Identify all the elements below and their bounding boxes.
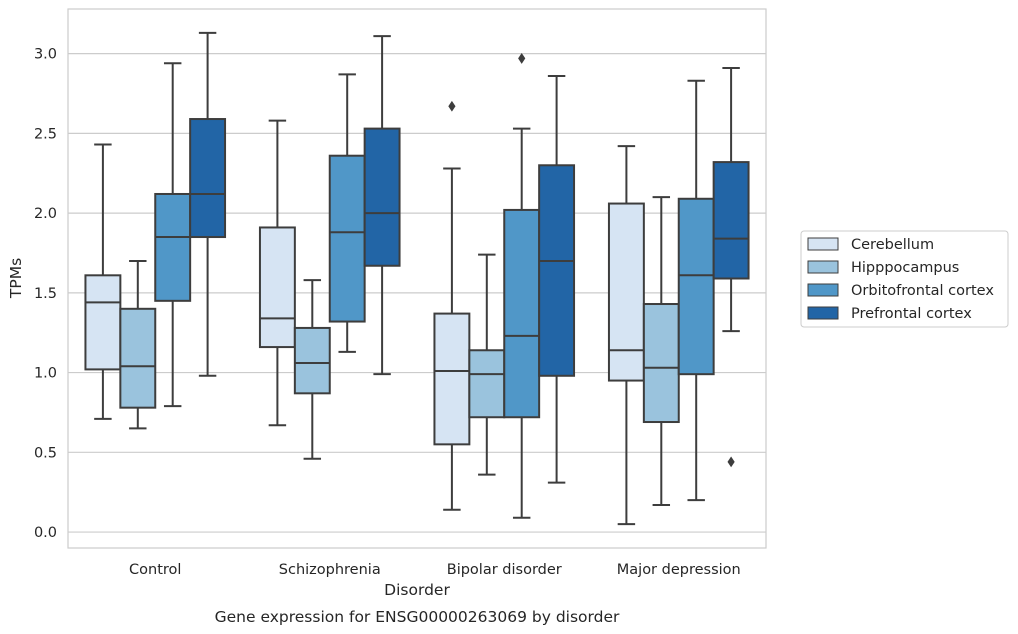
box-body bbox=[607, 202, 645, 382]
x-tick-label: Bipolar disorder bbox=[447, 562, 562, 578]
legend-swatch bbox=[807, 237, 839, 251]
box-body bbox=[154, 192, 192, 302]
box-body bbox=[468, 349, 506, 419]
box-2-3 bbox=[468, 253, 506, 476]
figure-caption: Gene expression for ENSG00000263069 by d… bbox=[215, 608, 620, 626]
box-body bbox=[677, 197, 715, 376]
boxes bbox=[84, 31, 750, 526]
box-body bbox=[363, 127, 401, 267]
x-axis-title: Disorder bbox=[384, 581, 450, 599]
box-3-4 bbox=[677, 79, 715, 502]
box-1-4 bbox=[607, 145, 645, 526]
legend-label: Orbitofrontal cortex bbox=[851, 283, 994, 299]
flier-point bbox=[448, 100, 456, 112]
flier-point bbox=[518, 53, 526, 64]
box-body bbox=[712, 161, 750, 280]
box-body bbox=[538, 164, 576, 377]
box-body bbox=[84, 274, 122, 371]
legend-swatch bbox=[807, 306, 839, 320]
x-tick-label: Major depression bbox=[617, 562, 741, 578]
y-tick-label: 2.5 bbox=[34, 126, 57, 142]
legend-label: Hipppocampus bbox=[851, 260, 959, 276]
plot-frame bbox=[67, 8, 767, 549]
box-4-1 bbox=[189, 31, 227, 377]
legend-swatch bbox=[807, 283, 839, 297]
box-body bbox=[258, 226, 296, 349]
box-body bbox=[328, 154, 366, 323]
y-axis-title: TPMs bbox=[7, 258, 25, 299]
box-4-2 bbox=[363, 35, 401, 376]
box-body bbox=[503, 208, 541, 419]
legend-swatch bbox=[807, 260, 839, 274]
legend-label: Prefrontal cortex bbox=[851, 306, 972, 322]
box-1-2 bbox=[258, 119, 296, 427]
box-3-3 bbox=[503, 53, 541, 519]
box-3-1 bbox=[154, 62, 192, 408]
box-3-2 bbox=[328, 73, 366, 353]
box-body bbox=[189, 118, 227, 239]
box-4-4 bbox=[712, 67, 750, 468]
box-4-3 bbox=[538, 74, 576, 484]
y-axis-ticks: 0.0 0.5 1.0 1.5 2.0 2.5 3.0 bbox=[34, 47, 57, 541]
y-tick-label: 0.0 bbox=[34, 525, 57, 541]
box-body bbox=[433, 312, 471, 446]
box-2-4 bbox=[642, 196, 680, 506]
box-body bbox=[293, 326, 331, 395]
y-tick-label: 2.0 bbox=[34, 206, 57, 222]
box-2-2 bbox=[293, 279, 331, 460]
box-body bbox=[119, 307, 157, 409]
y-tick-label: 1.0 bbox=[34, 366, 57, 382]
legend: Cerebellum Hipppocampus Orbitofrontal cort… bbox=[800, 230, 1009, 328]
legend-label: Cerebellum bbox=[851, 237, 934, 253]
x-axis-ticks: Control Schizophrenia Bipolar disorder Majo… bbox=[129, 562, 741, 578]
flier-point bbox=[727, 456, 735, 468]
x-tick-label: Schizophrenia bbox=[279, 562, 381, 578]
legend-frame bbox=[800, 230, 1009, 328]
box-body bbox=[642, 303, 680, 424]
x-tick-label: Control bbox=[129, 562, 181, 578]
y-tick-label: 1.5 bbox=[34, 286, 57, 302]
y-tick-label: 0.5 bbox=[34, 445, 57, 461]
box-2-1 bbox=[119, 259, 157, 430]
y-tick-label: 3.0 bbox=[34, 47, 57, 63]
box-1-3 bbox=[433, 100, 471, 511]
